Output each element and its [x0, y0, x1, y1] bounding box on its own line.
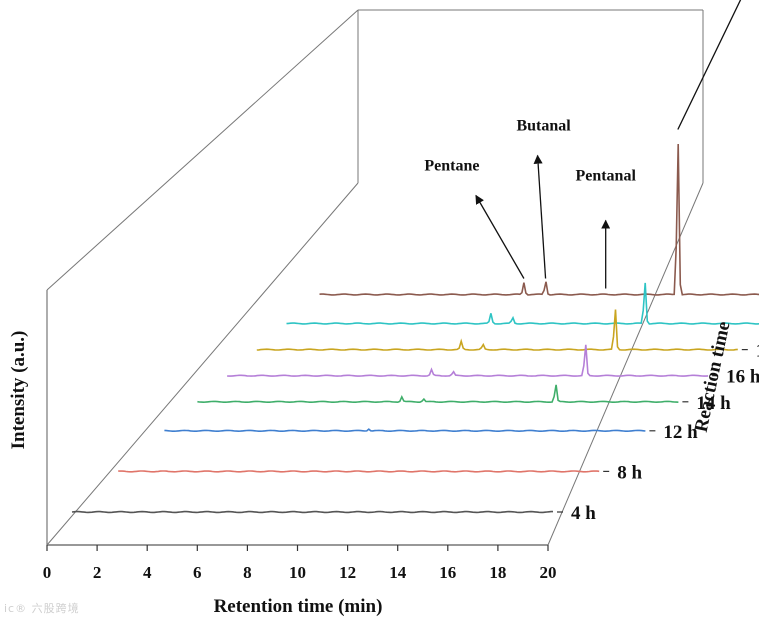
peak-annotations: PentaneButanalPentanalHexanal: [424, 0, 742, 289]
reaction-time-label: 4 h: [571, 503, 596, 524]
x-tick-label: 6: [193, 563, 202, 582]
series-line: [227, 344, 709, 377]
top-left-diagonal: [46, 9, 359, 291]
annotation-label: Pentanal: [575, 168, 636, 185]
x-tick-label: 10: [289, 563, 306, 582]
series-line: [256, 309, 738, 351]
series-line: [197, 384, 679, 404]
annotation-label: Pentane: [424, 158, 479, 175]
x-tick-label: 4: [143, 563, 152, 582]
series-line: [286, 282, 759, 325]
right-floor-edge: [547, 182, 704, 546]
x-axis-title: Retention time (min): [214, 596, 383, 617]
x-tick-label: 16: [439, 563, 456, 582]
reaction-time-labels: 24 h20 h18 h16 h14 h12 h8 h4 h: [557, 341, 759, 524]
reaction-time-label: 16 h: [726, 367, 759, 388]
annotation-arrow: [475, 194, 525, 279]
annotation-arrow: [533, 154, 547, 279]
reaction-time-label: 8 h: [617, 462, 642, 483]
x-tick-label: 0: [43, 563, 52, 582]
x-tick-label: 8: [243, 563, 252, 582]
x-tick-label: 14: [389, 563, 407, 582]
left-floor-edge: [46, 182, 359, 546]
x-tick-label: 20: [540, 563, 557, 582]
annotation-label: Butanal: [516, 118, 571, 135]
reaction-time-label: 18 h: [756, 341, 759, 362]
series-line: [71, 510, 553, 514]
chart-frame: [46, 9, 704, 546]
series-line: [118, 470, 600, 473]
x-tick-label: 18: [489, 563, 506, 582]
x-axis-ticks: 0 2 4 6 8 10 12 14 16 18 20: [43, 545, 557, 582]
series-line: [319, 143, 759, 296]
series-line: [164, 428, 646, 433]
reaction-time-label: 14 h: [696, 393, 731, 414]
y-axis-title: Intensity (a.u.): [8, 331, 29, 450]
chart-series: [71, 143, 759, 514]
annotation-arrow: [677, 0, 742, 130]
x-tick-label: 2: [93, 563, 102, 582]
watermark: ic® 六股跨境: [4, 602, 80, 615]
x-tick-label: 12: [339, 563, 356, 582]
reaction-time-label: 12 h: [663, 422, 698, 443]
